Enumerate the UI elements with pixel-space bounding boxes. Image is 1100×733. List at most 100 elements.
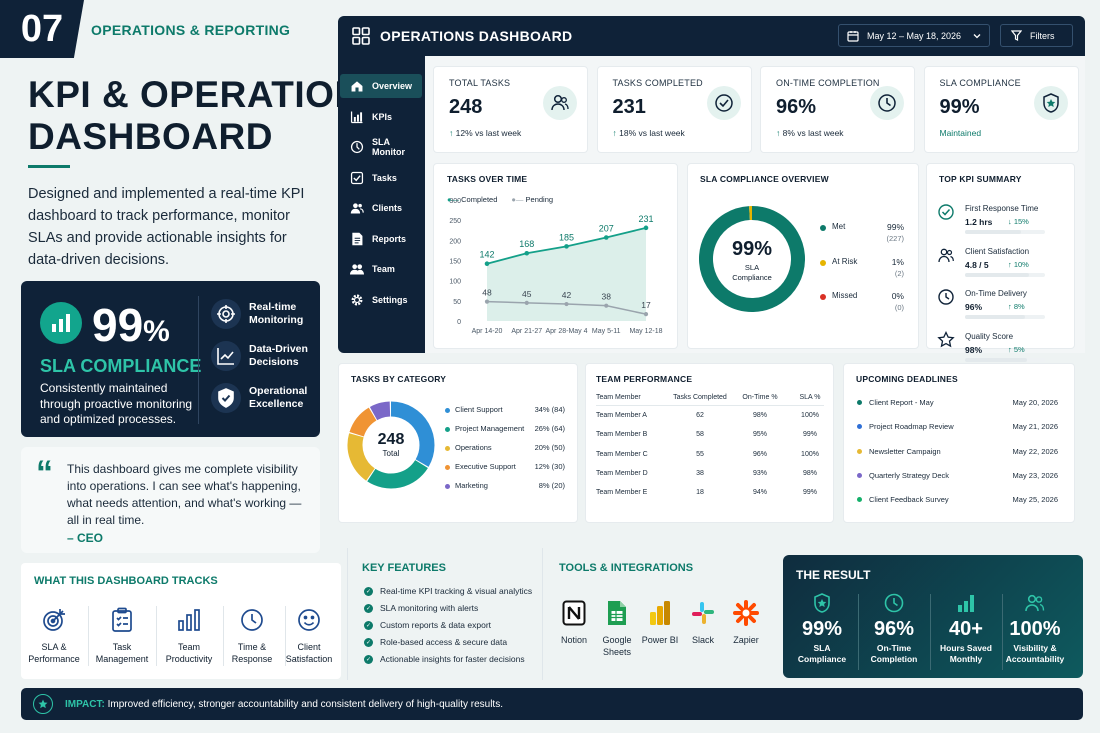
category-value: 34% (84) bbox=[534, 405, 565, 414]
sla-label: SLA COMPLIANCE bbox=[40, 356, 202, 376]
dashboard-grid-icon bbox=[352, 27, 370, 45]
kpi-sub: ↑ 12% vs last week bbox=[449, 128, 522, 138]
track-team-productivity: Team Productivity bbox=[156, 605, 222, 665]
table-cell: 62 bbox=[696, 412, 704, 419]
sidebar-item-kpis[interactable]: KPIs bbox=[340, 105, 422, 129]
top-kpi-bar-fill bbox=[965, 315, 1025, 319]
result-item-4: 100% Visibility & Accountability bbox=[1000, 592, 1070, 665]
legend-dot bbox=[820, 225, 826, 231]
target-icon bbox=[21, 605, 87, 635]
home-icon bbox=[350, 79, 364, 93]
track-sla-performance: SLA & Performance bbox=[21, 605, 87, 665]
deadline-label[interactable]: Newsletter Campaign bbox=[869, 446, 941, 456]
pending-data-label: 48 bbox=[482, 288, 492, 298]
deadline-date: May 22, 2026 bbox=[1012, 446, 1058, 456]
pending-data-label: 42 bbox=[562, 290, 572, 300]
tool-notion: Notion bbox=[551, 598, 597, 646]
deadline-label[interactable]: Quarterly Strategy Deck bbox=[869, 470, 950, 480]
sidebar-item-settings[interactable]: Settings bbox=[340, 288, 422, 312]
sidebar-item-clients[interactable]: Clients bbox=[340, 196, 422, 220]
feature-operational-excellence: Operational Excellence bbox=[211, 380, 316, 416]
users-icon bbox=[543, 86, 577, 120]
notion-icon bbox=[551, 598, 597, 628]
legend-dot bbox=[445, 484, 450, 489]
sidebar-item-overview[interactable]: Overview bbox=[340, 74, 422, 98]
sla-legend-pct: 99% bbox=[886, 222, 904, 232]
top-kpi-value: 96% bbox=[965, 302, 983, 312]
features-title: KEY FEATURES bbox=[362, 562, 446, 574]
shield-check-icon bbox=[211, 383, 241, 413]
feature-label: Real-time KPI tracking & visual analytic… bbox=[380, 586, 533, 596]
result-value: 40+ bbox=[949, 618, 983, 640]
table-cell: Team Member E bbox=[596, 489, 648, 497]
table-header: SLA % bbox=[799, 394, 821, 401]
completed-point bbox=[564, 244, 569, 249]
check-circle-icon bbox=[937, 203, 955, 221]
category-donut-center: 248 Total bbox=[377, 431, 405, 458]
kpi-label: TASKS COMPLETED bbox=[612, 78, 703, 88]
sidebar-item-label: SLA Monitor bbox=[372, 137, 405, 157]
feature-item: ✓ Custom reports & data export bbox=[364, 620, 491, 630]
filter-icon bbox=[1011, 30, 1022, 41]
legend-pending: ●— Pending bbox=[511, 195, 554, 204]
y-tick-label: 50 bbox=[453, 299, 461, 306]
category-slice bbox=[390, 401, 435, 467]
kpi-value: 231 bbox=[612, 96, 646, 118]
shield-star-icon bbox=[1033, 86, 1068, 120]
reports-icon bbox=[350, 232, 364, 246]
sidebar-item-sla-monitor[interactable]: SLA Monitor bbox=[340, 135, 422, 159]
top-kpi-value: 98% bbox=[965, 344, 983, 355]
sidebar-item-reports[interactable]: Reports bbox=[340, 227, 422, 251]
pending-data-label: 45 bbox=[522, 289, 532, 299]
pending-data-label: 38 bbox=[602, 292, 612, 302]
top-kpi-bar bbox=[965, 230, 1045, 234]
tool-google-sheets: Google Sheets bbox=[594, 598, 640, 658]
filters-button[interactable]: Filters bbox=[1000, 24, 1073, 47]
x-tick-label: Apr 14-20 bbox=[472, 328, 503, 335]
page-title: KPI & OPERATIONS DASHBOARD bbox=[28, 74, 387, 157]
check-icon: ✓ bbox=[364, 654, 373, 664]
kpi-label: TOTAL TASKS bbox=[449, 78, 511, 88]
table-cell: 58 bbox=[696, 431, 704, 439]
completed-data-label: 142 bbox=[479, 250, 494, 260]
sidebar-item-tasks[interactable]: Tasks bbox=[340, 166, 422, 190]
table-cell: Team Member A bbox=[596, 412, 647, 419]
result-item-2: 96% On-Time Completion bbox=[859, 592, 929, 665]
table-cell: 100% bbox=[801, 450, 819, 458]
bar-chart-icon bbox=[40, 302, 82, 344]
table-cell: Team Member B bbox=[596, 431, 648, 439]
x-tick-label: Apr 28-May 4 bbox=[545, 328, 587, 335]
track-client-satisfaction: Client Satisfaction bbox=[276, 605, 342, 665]
table-cell: 55 bbox=[696, 450, 704, 458]
feature-label: SLA monitoring with alerts bbox=[380, 603, 479, 613]
calendar-icon bbox=[847, 30, 859, 42]
sla-donut-chart bbox=[699, 206, 805, 312]
category-label: Executive Support bbox=[455, 462, 516, 471]
top-kpi-value: 1.2 hrs bbox=[965, 217, 993, 227]
track-task-management: Task Management bbox=[89, 605, 155, 665]
category-slice bbox=[367, 459, 428, 489]
result-label: Visibility & Accountability bbox=[1005, 643, 1065, 664]
clock-icon bbox=[870, 86, 904, 120]
impact-text: Improved efficiency, stronger accountabi… bbox=[107, 698, 503, 710]
deadline-label[interactable]: Client Feedback Survey bbox=[869, 495, 949, 505]
pending-point bbox=[643, 312, 649, 317]
result-divider bbox=[1002, 594, 1003, 670]
table-cell: Team Member C bbox=[596, 450, 648, 458]
sidebar-item-team[interactable]: Team bbox=[340, 257, 422, 281]
deadline-dot bbox=[857, 424, 862, 430]
feature-label: Role-based access & secure data bbox=[380, 637, 508, 647]
top-kpi-bar bbox=[965, 315, 1045, 319]
sidebar-item-label: Clients bbox=[372, 203, 403, 213]
feature-realtime-monitoring: Real-time Monitoring bbox=[211, 296, 316, 332]
tool-power-bi: Power BI bbox=[637, 598, 683, 646]
completed-data-label: 168 bbox=[519, 239, 534, 249]
category-slice bbox=[347, 433, 376, 481]
date-range-picker[interactable]: May 12 – May 18, 2026 bbox=[838, 24, 990, 47]
legend-completed: ●— Completed bbox=[447, 195, 498, 204]
deadline-label[interactable]: Client Report - May bbox=[869, 398, 934, 407]
kpi-sub: Maintained bbox=[939, 128, 982, 138]
completed-point bbox=[603, 235, 609, 240]
deadline-label[interactable]: Project Roadmap Review bbox=[869, 422, 954, 432]
result-label: Hours Saved Monthly bbox=[940, 643, 992, 664]
